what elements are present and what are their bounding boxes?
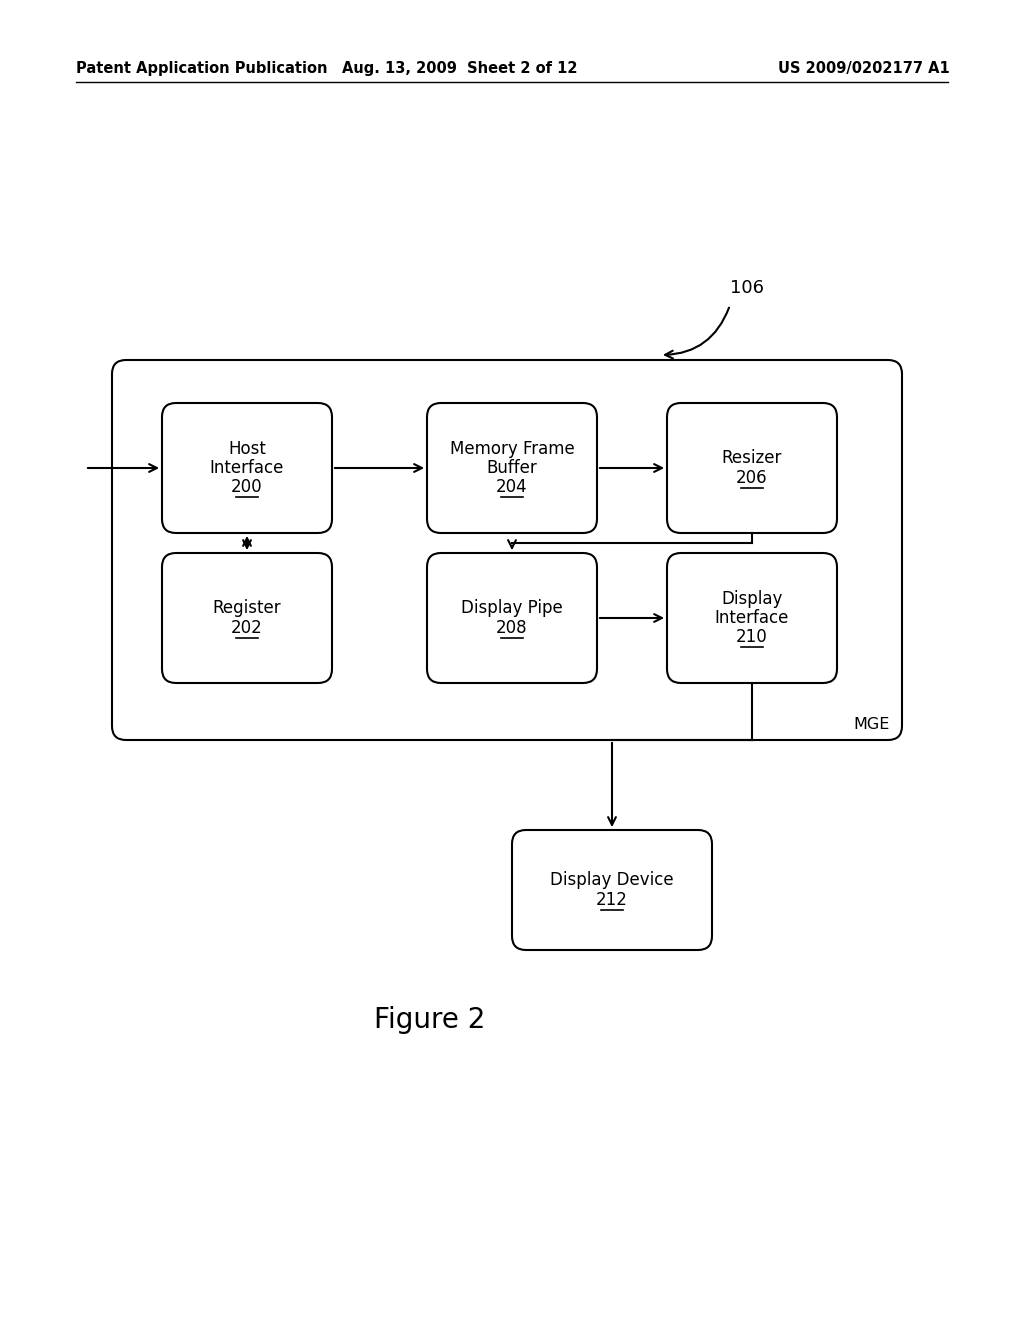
Text: US 2009/0202177 A1: US 2009/0202177 A1 xyxy=(778,61,950,75)
Text: Display: Display xyxy=(721,590,782,607)
Text: Resizer: Resizer xyxy=(722,449,782,467)
FancyBboxPatch shape xyxy=(427,403,597,533)
FancyBboxPatch shape xyxy=(162,553,332,682)
FancyBboxPatch shape xyxy=(667,403,837,533)
Text: Register: Register xyxy=(213,599,282,618)
Text: 202: 202 xyxy=(231,619,263,636)
Text: Display Pipe: Display Pipe xyxy=(461,599,563,618)
FancyBboxPatch shape xyxy=(667,553,837,682)
Text: 106: 106 xyxy=(730,279,764,297)
Text: 204: 204 xyxy=(497,478,527,496)
Text: 210: 210 xyxy=(736,628,768,647)
Text: 212: 212 xyxy=(596,891,628,908)
FancyBboxPatch shape xyxy=(162,403,332,533)
Text: Aug. 13, 2009  Sheet 2 of 12: Aug. 13, 2009 Sheet 2 of 12 xyxy=(342,61,578,75)
Text: Memory Frame: Memory Frame xyxy=(450,440,574,458)
Text: Display Device: Display Device xyxy=(550,871,674,890)
FancyBboxPatch shape xyxy=(427,553,597,682)
FancyBboxPatch shape xyxy=(512,830,712,950)
Text: 208: 208 xyxy=(497,619,527,636)
Text: 200: 200 xyxy=(231,478,263,496)
Text: MGE: MGE xyxy=(854,717,890,733)
Text: 206: 206 xyxy=(736,469,768,487)
Text: Patent Application Publication: Patent Application Publication xyxy=(76,61,328,75)
Text: Buffer: Buffer xyxy=(486,459,538,477)
Text: Interface: Interface xyxy=(210,459,285,477)
FancyBboxPatch shape xyxy=(112,360,902,741)
Text: Host: Host xyxy=(228,440,266,458)
Text: Figure 2: Figure 2 xyxy=(375,1006,485,1034)
Text: Interface: Interface xyxy=(715,609,790,627)
